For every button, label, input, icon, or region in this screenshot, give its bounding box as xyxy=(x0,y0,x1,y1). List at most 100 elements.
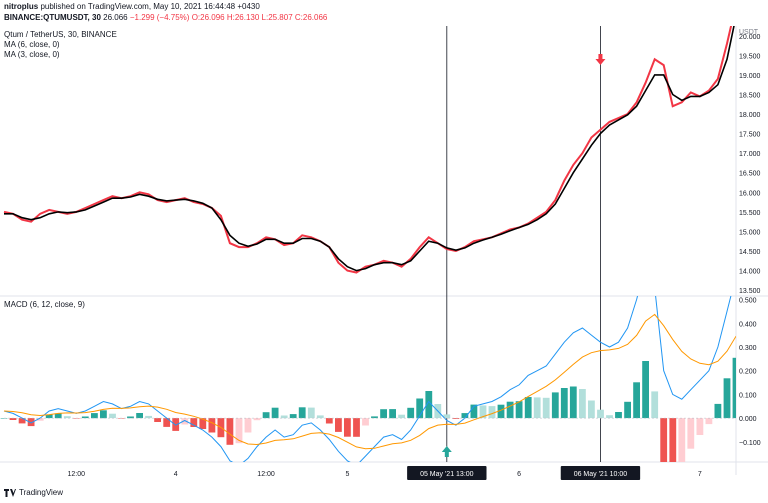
price-axis-tick-label: 18.500 xyxy=(739,92,761,99)
tradingview-logo-icon xyxy=(4,488,16,497)
histogram-bar xyxy=(54,413,62,419)
histogram-bar xyxy=(551,392,559,419)
price-line xyxy=(3,26,733,274)
histogram-bar xyxy=(235,418,243,444)
macd-legend[interactable]: MACD (6, 12, close, 9) xyxy=(4,300,85,309)
histogram-bar xyxy=(109,413,116,419)
price-text: 26.066 xyxy=(103,13,128,22)
histogram-bar xyxy=(81,416,89,419)
footer-brand[interactable]: TradingView xyxy=(19,488,64,497)
histogram-bar xyxy=(226,418,234,445)
price-axis-tick-label: 15.500 xyxy=(739,210,761,217)
histogram-bar xyxy=(624,401,631,419)
histogram-bar xyxy=(307,407,315,419)
histogram-bar xyxy=(316,415,324,419)
macd-line xyxy=(3,296,732,462)
time-axis-tick-label: 12:00 xyxy=(68,471,86,478)
price-axis-tick-label: 13.500 xyxy=(739,288,761,295)
published-line: nitroplus published on TradingView.com, … xyxy=(4,2,260,11)
time-axis-tick-label: 12:00 xyxy=(257,471,275,478)
histogram-bar xyxy=(36,418,44,421)
histogram-bar xyxy=(380,409,387,419)
price-axis-tick-label: 16.000 xyxy=(739,190,761,197)
histogram-bar xyxy=(145,415,152,419)
price-axis-currency: USDT xyxy=(739,29,759,36)
price-axis-tick-label: 19.500 xyxy=(739,53,761,60)
histogram-bar xyxy=(27,418,35,427)
histogram-bar xyxy=(660,418,668,462)
histogram-bar xyxy=(515,401,523,419)
buy-arrow-icon xyxy=(441,446,452,457)
ohlc-text: O:26.096 H:26.130 L:25.807 C:26.066 xyxy=(191,13,328,22)
price-series-group xyxy=(3,26,735,274)
histogram-bar xyxy=(163,418,171,427)
histogram-bar xyxy=(452,418,460,419)
macd-axis-tick-label: 0.300 xyxy=(739,345,757,352)
symbol-line: BINANCE:QTUMUSDT, 30 26.066 −1.299 (−4.7… xyxy=(4,13,327,22)
ma-line xyxy=(4,26,735,272)
histogram-bar xyxy=(181,418,189,425)
histogram-bar xyxy=(91,413,98,419)
histogram-bar xyxy=(687,418,695,449)
histogram-bar xyxy=(353,418,360,437)
price-axis-tick-label: 19.000 xyxy=(739,73,761,80)
histogram-bar xyxy=(262,412,270,419)
price-axis-tick-label: 17.000 xyxy=(739,151,761,158)
time-axis-tick-label: 4 xyxy=(174,471,178,478)
histogram-bar xyxy=(100,410,107,419)
price-legend-ma6[interactable]: MA (6, close, 0) xyxy=(4,40,60,49)
macd-axis-tick-label: −0.100 xyxy=(739,440,761,447)
histogram-bar xyxy=(280,415,288,419)
histogram-bar xyxy=(389,409,396,419)
histogram-bar xyxy=(344,418,351,437)
histogram-bar xyxy=(678,418,686,462)
histogram-bar xyxy=(45,414,53,419)
histogram-bar xyxy=(732,357,736,419)
histogram-bar xyxy=(253,418,261,421)
author-name[interactable]: nitroplus xyxy=(4,2,39,11)
histogram-bar xyxy=(416,398,424,419)
time-axis-tick-label: 5 xyxy=(345,471,349,478)
signal-line xyxy=(3,313,736,450)
histogram-bar xyxy=(488,406,496,419)
price-legend-ma3[interactable]: MA (3, close, 0) xyxy=(4,50,60,59)
histogram-bar xyxy=(579,389,586,419)
histogram-bar xyxy=(362,418,369,426)
histogram-bar xyxy=(325,418,333,424)
macd-axis-tick-label: 0.400 xyxy=(739,321,757,328)
histogram-bar xyxy=(506,401,514,419)
histogram-bar xyxy=(588,400,595,419)
histogram-bar xyxy=(425,391,433,419)
time-marker-label-bg xyxy=(560,466,641,480)
price-axis-tick-label: 17.500 xyxy=(739,132,761,139)
histogram-bar xyxy=(479,405,487,419)
price-legend-symbol[interactable]: Qtum / TetherUS, 30, BINANCE xyxy=(4,30,117,39)
histogram-bar xyxy=(524,397,532,419)
price-axis-tick-label: 14.500 xyxy=(739,249,761,256)
footer: TradingView xyxy=(4,488,63,497)
histogram-bar xyxy=(398,414,405,419)
histogram-bar xyxy=(669,418,677,462)
histogram-bar xyxy=(190,418,198,427)
macd-series-group xyxy=(0,296,736,462)
histogram-bar xyxy=(127,416,134,419)
histogram-bar xyxy=(271,407,279,419)
histogram-bar xyxy=(633,382,640,419)
symbol-text: BINANCE:QTUMUSDT, 30 xyxy=(4,13,101,22)
histogram-bar xyxy=(208,418,216,433)
histogram-bar xyxy=(154,418,161,422)
macd-axis-tick-label: 0.500 xyxy=(739,298,757,305)
histogram-bar xyxy=(407,407,415,419)
histogram-bar xyxy=(560,388,568,419)
price-axis-tick-label: 14.000 xyxy=(739,269,761,276)
histogram-bar xyxy=(172,418,180,431)
histogram-bar xyxy=(705,418,713,425)
histogram-bar xyxy=(497,404,505,419)
histogram-bar xyxy=(615,412,622,419)
histogram-bar xyxy=(371,416,378,419)
histogram-bar xyxy=(542,397,550,419)
histogram-bar xyxy=(696,418,704,435)
change-text: −1.299 (−4.75%) xyxy=(129,13,190,22)
time-marker-label-bg xyxy=(407,466,487,480)
